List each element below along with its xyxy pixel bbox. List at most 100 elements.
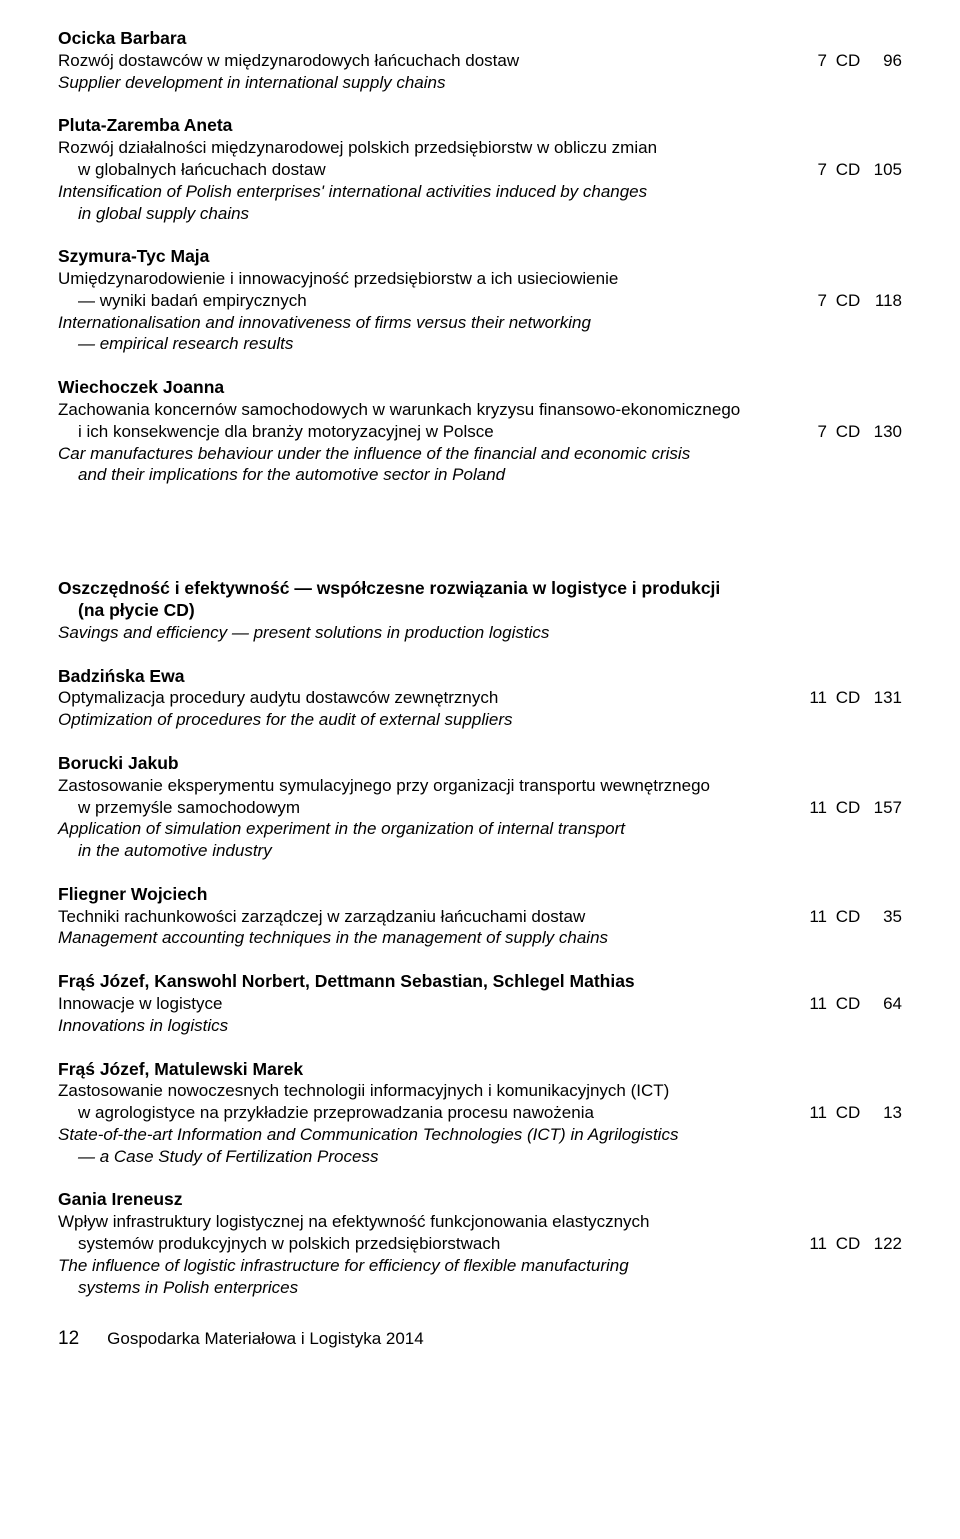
reference: 11 CD 122: [793, 1233, 902, 1255]
index-entry: Ocicka Barbara Rozwój dostawców w między…: [58, 28, 902, 93]
title-en: Optimization of procedures for the audit…: [58, 709, 902, 731]
title-pl: Innowacje w logistyce: [58, 993, 793, 1015]
reference: 7 CD 130: [793, 421, 902, 443]
title-row: i ich konsekwencje dla branży motoryzacy…: [58, 421, 902, 443]
title-pl-line: Wpływ infrastruktury logistycznej na efe…: [58, 1211, 902, 1233]
title-en-cont: in global supply chains: [58, 203, 902, 225]
title-row: Innowacje w logistyce 11 CD 64: [58, 993, 902, 1015]
section-title-line2: (na płycie CD): [58, 600, 902, 622]
page-number: 122: [868, 1233, 902, 1255]
page-number: 118: [868, 290, 902, 312]
title-en-line: The influence of logistic infrastructure…: [58, 1255, 902, 1277]
section-heading: Oszczędność i efektywność — współczesne …: [58, 578, 902, 644]
title-pl: Rozwój dostawców w międzynarodowych łańc…: [58, 50, 793, 72]
title-en-cont: — empirical research results: [58, 333, 902, 355]
section-gap: [58, 508, 902, 578]
author-name: Pluta-Zaremba Aneta: [58, 115, 902, 137]
media-label: CD: [832, 290, 864, 312]
reference: 11 CD 35: [793, 906, 902, 928]
title-row: systemów produkcyjnych w polskich przeds…: [58, 1233, 902, 1255]
issue-number: 11: [805, 1102, 827, 1124]
title-row: Techniki rachunkowości zarządczej w zarz…: [58, 906, 902, 928]
issue-number: 7: [805, 421, 827, 443]
title-pl-cont: — wyniki badań empirycznych: [58, 290, 793, 312]
title-en-line: Internationalisation and innovativeness …: [58, 312, 902, 334]
media-label: CD: [832, 50, 864, 72]
index-entry: Fliegner Wojciech Techniki rachunkowości…: [58, 884, 902, 949]
media-label: CD: [832, 421, 864, 443]
title-pl-line: Zastosowanie nowoczesnych technologii in…: [58, 1080, 902, 1102]
media-label: CD: [832, 993, 864, 1015]
reference: 7 CD 118: [793, 290, 902, 312]
media-label: CD: [832, 797, 864, 819]
page-number: 96: [868, 50, 902, 72]
issue-number: 11: [805, 797, 827, 819]
media-label: CD: [832, 1102, 864, 1124]
title-pl-cont: w agrologistyce na przykładzie przeprowa…: [58, 1102, 793, 1124]
title-en-cont: in the automotive industry: [58, 840, 902, 862]
media-label: CD: [832, 159, 864, 181]
issue-number: 11: [805, 906, 827, 928]
title-en: Management accounting techniques in the …: [58, 927, 902, 949]
author-name: Szymura-Tyc Maja: [58, 246, 902, 268]
page-number: 157: [868, 797, 902, 819]
media-label: CD: [832, 906, 864, 928]
title-pl-cont: i ich konsekwencje dla branży motoryzacy…: [58, 421, 793, 443]
title-pl: Optymalizacja procedury audytu dostawców…: [58, 687, 793, 709]
media-label: CD: [832, 687, 864, 709]
title-en-line: Intensification of Polish enterprises' i…: [58, 181, 902, 203]
page-number: 35: [868, 906, 902, 928]
title-pl: Techniki rachunkowości zarządczej w zarz…: [58, 906, 793, 928]
index-entry: Szymura-Tyc Maja Umiędzynarodowienie i i…: [58, 246, 902, 355]
title-en: Innovations in logistics: [58, 1015, 902, 1037]
author-name: Frąś Józef, Matulewski Marek: [58, 1059, 902, 1081]
author-name: Gania Ireneusz: [58, 1189, 902, 1211]
title-pl-line: Rozwój działalności międzynarodowej pols…: [58, 137, 902, 159]
media-label: CD: [832, 1233, 864, 1255]
reference: 11 CD 131: [793, 687, 902, 709]
title-en-line: Application of simulation experiment in …: [58, 818, 902, 840]
issue-number: 11: [805, 687, 827, 709]
page-root: Ocicka Barbara Rozwój dostawców w między…: [0, 0, 960, 1370]
section-title-cont: (na płycie CD): [58, 600, 195, 622]
title-en: Supplier development in international su…: [58, 72, 902, 94]
index-entry: Badzińska Ewa Optymalizacja procedury au…: [58, 666, 902, 731]
title-en-cont: — a Case Study of Fertilization Process: [58, 1146, 902, 1168]
issue-number: 7: [805, 159, 827, 181]
reference: 11 CD 64: [793, 993, 902, 1015]
page-number: 130: [868, 421, 902, 443]
reference: 7 CD 105: [793, 159, 902, 181]
index-entry: Wiechoczek Joanna Zachowania koncernów s…: [58, 377, 902, 486]
index-entry: Frąś Józef, Matulewski Marek Zastosowani…: [58, 1059, 902, 1168]
page-number: 105: [868, 159, 902, 181]
issue-number: 11: [805, 993, 827, 1015]
index-entry: Pluta-Zaremba Aneta Rozwój działalności …: [58, 115, 902, 224]
issue-number: 7: [805, 50, 827, 72]
footer-journal-title: Gospodarka Materiałowa i Logistyka 2014: [107, 1329, 424, 1349]
title-en-cont: and their implications for the automotiv…: [58, 464, 902, 486]
title-pl-line: Zastosowanie eksperymentu symulacyjnego …: [58, 775, 902, 797]
title-row: Optymalizacja procedury audytu dostawców…: [58, 687, 902, 709]
title-en-line: Car manufactures behaviour under the inf…: [58, 443, 902, 465]
reference: 7 CD 96: [793, 50, 902, 72]
title-row: — wyniki badań empirycznych 7 CD 118: [58, 290, 902, 312]
author-name: Borucki Jakub: [58, 753, 902, 775]
section-title-line: Oszczędność i efektywność — współczesne …: [58, 578, 902, 600]
title-pl-line: Umiędzynarodowienie i innowacyjność prze…: [58, 268, 902, 290]
reference: 11 CD 157: [793, 797, 902, 819]
reference: 11 CD 13: [793, 1102, 902, 1124]
footer-page-number: 12: [58, 1328, 107, 1350]
author-name: Ocicka Barbara: [58, 28, 902, 50]
page-number: 131: [868, 687, 902, 709]
page-number: 13: [868, 1102, 902, 1124]
title-pl-cont: w przemyśle samochodowym: [58, 797, 793, 819]
title-row: Rozwój dostawców w międzynarodowych łańc…: [58, 50, 902, 72]
index-entry: Frąś Józef, Kanswohl Norbert, Dettmann S…: [58, 971, 902, 1036]
section-subtitle-en: Savings and efficiency — present solutio…: [58, 622, 902, 644]
author-name: Frąś Józef, Kanswohl Norbert, Dettmann S…: [58, 971, 902, 993]
title-pl-line: Zachowania koncernów samochodowych w war…: [58, 399, 902, 421]
page-footer: 12 Gospodarka Materiałowa i Logistyka 20…: [58, 1328, 902, 1350]
title-row: w globalnych łańcuchach dostaw 7 CD 105: [58, 159, 902, 181]
title-row: w agrologistyce na przykładzie przeprowa…: [58, 1102, 902, 1124]
title-en-cont: systems in Polish enterprices: [58, 1277, 902, 1299]
